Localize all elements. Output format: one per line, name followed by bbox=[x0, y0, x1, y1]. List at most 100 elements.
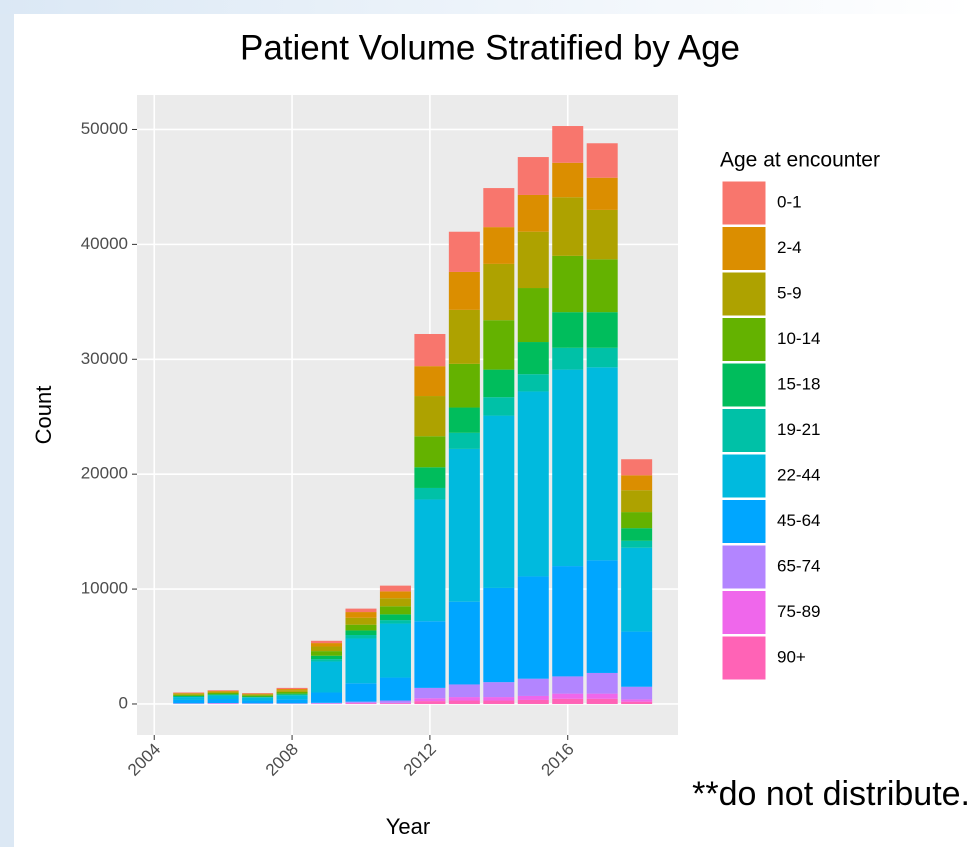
bar-segment bbox=[345, 630, 377, 636]
y-tick-label: 10000 bbox=[81, 579, 128, 598]
bar-segment bbox=[345, 701, 377, 703]
bar-segment bbox=[517, 695, 549, 700]
bar-segment bbox=[483, 397, 515, 416]
legend-key bbox=[721, 590, 767, 635]
bar-segment bbox=[276, 699, 308, 704]
bar-segment bbox=[242, 695, 274, 697]
bar-segment bbox=[379, 591, 411, 599]
bar-segment bbox=[448, 271, 480, 310]
bar-segment bbox=[414, 499, 446, 622]
bar-segment bbox=[311, 651, 343, 656]
legend-label: 5-9 bbox=[777, 283, 802, 302]
bar-segment bbox=[276, 690, 308, 692]
bar-segment bbox=[448, 700, 480, 704]
bar-segment bbox=[448, 363, 480, 408]
bar-segment bbox=[414, 698, 446, 702]
bar-segment bbox=[311, 655, 343, 660]
legend-label: 15-18 bbox=[777, 374, 820, 393]
bar-segment bbox=[311, 646, 343, 652]
bar-segment bbox=[483, 188, 515, 228]
bar-segment bbox=[379, 623, 411, 678]
bar-segment bbox=[621, 699, 653, 702]
y-tick-label: 50000 bbox=[81, 119, 128, 138]
bar-segment bbox=[242, 693, 274, 695]
bar-segment bbox=[345, 703, 377, 704]
bar-segment bbox=[517, 231, 549, 289]
bar-segment bbox=[345, 683, 377, 702]
bar-segment bbox=[621, 475, 653, 491]
bar-segment bbox=[586, 347, 618, 368]
bar-segment bbox=[448, 684, 480, 698]
bar-segment bbox=[379, 703, 411, 704]
legend-title: Age at encounter bbox=[720, 149, 880, 172]
y-tick-label: 20000 bbox=[81, 464, 128, 483]
bar-segment bbox=[311, 661, 343, 693]
bar-segment bbox=[552, 566, 584, 677]
slide-edge-top bbox=[0, 0, 972, 14]
bar-segment bbox=[448, 697, 480, 701]
legend-label: 90+ bbox=[777, 647, 806, 666]
legend-label: 2-4 bbox=[777, 238, 802, 257]
bar-segment bbox=[448, 432, 480, 449]
bar-segment bbox=[621, 686, 653, 700]
bar-segment bbox=[414, 487, 446, 500]
bar-segment bbox=[242, 693, 274, 694]
legend-label: 45-64 bbox=[777, 511, 820, 530]
x-axis-label: Year bbox=[386, 814, 430, 839]
bar-segment bbox=[621, 490, 653, 513]
bar-segment bbox=[379, 700, 411, 703]
bar-segment bbox=[414, 366, 446, 397]
y-axis-label: Count bbox=[31, 386, 56, 445]
bar-segment bbox=[552, 197, 584, 256]
bar-segment bbox=[448, 407, 480, 433]
bar-segment bbox=[276, 689, 308, 691]
bar-segment bbox=[276, 694, 308, 696]
legend-key bbox=[721, 317, 767, 362]
bar-segment bbox=[621, 540, 653, 548]
bar-segment bbox=[483, 700, 515, 704]
legend-key bbox=[721, 180, 767, 226]
legend-label: 65-74 bbox=[777, 556, 820, 575]
bar-segment bbox=[379, 620, 411, 624]
bar-segment bbox=[517, 391, 549, 577]
bar-segment bbox=[242, 694, 274, 696]
bar-segment bbox=[552, 126, 584, 163]
legend-label: 75-89 bbox=[777, 602, 820, 621]
legend-key bbox=[721, 362, 767, 408]
bar-segment bbox=[173, 695, 205, 697]
bar-segment bbox=[345, 608, 377, 613]
bar-segment bbox=[242, 697, 274, 701]
bar-segment bbox=[552, 347, 584, 370]
bar-segment bbox=[483, 263, 515, 321]
bar-segment bbox=[448, 309, 480, 364]
bar-segment bbox=[517, 288, 549, 343]
bar-segment bbox=[586, 312, 618, 348]
bar-segment bbox=[517, 576, 549, 679]
bar-segment bbox=[483, 587, 515, 683]
legend-key bbox=[721, 499, 767, 544]
annotation: **do not distribute. bbox=[692, 775, 970, 813]
bar-segment bbox=[276, 695, 308, 700]
bar-segment bbox=[414, 467, 446, 488]
legend-label: 22-44 bbox=[777, 465, 820, 484]
bar-segment bbox=[483, 369, 515, 398]
bar-segment bbox=[621, 547, 653, 632]
bar-segment bbox=[448, 601, 480, 685]
bar-segment bbox=[345, 612, 377, 618]
legend-key bbox=[721, 271, 767, 317]
bar-segment bbox=[379, 598, 411, 607]
legend-key bbox=[721, 544, 767, 590]
bar-segment bbox=[586, 672, 618, 694]
bar-segment bbox=[276, 687, 308, 690]
bar-segment bbox=[311, 702, 343, 704]
bar-segment bbox=[311, 659, 343, 662]
bar-segment bbox=[379, 606, 411, 615]
bar-segment bbox=[379, 585, 411, 592]
y-tick-label: 30000 bbox=[81, 349, 128, 368]
bar-segment bbox=[345, 638, 377, 684]
bar-segment bbox=[173, 692, 205, 694]
bar-segment bbox=[207, 692, 239, 695]
bar-segment bbox=[517, 157, 549, 195]
bar-segment bbox=[552, 369, 584, 567]
bar-segment bbox=[517, 374, 549, 392]
